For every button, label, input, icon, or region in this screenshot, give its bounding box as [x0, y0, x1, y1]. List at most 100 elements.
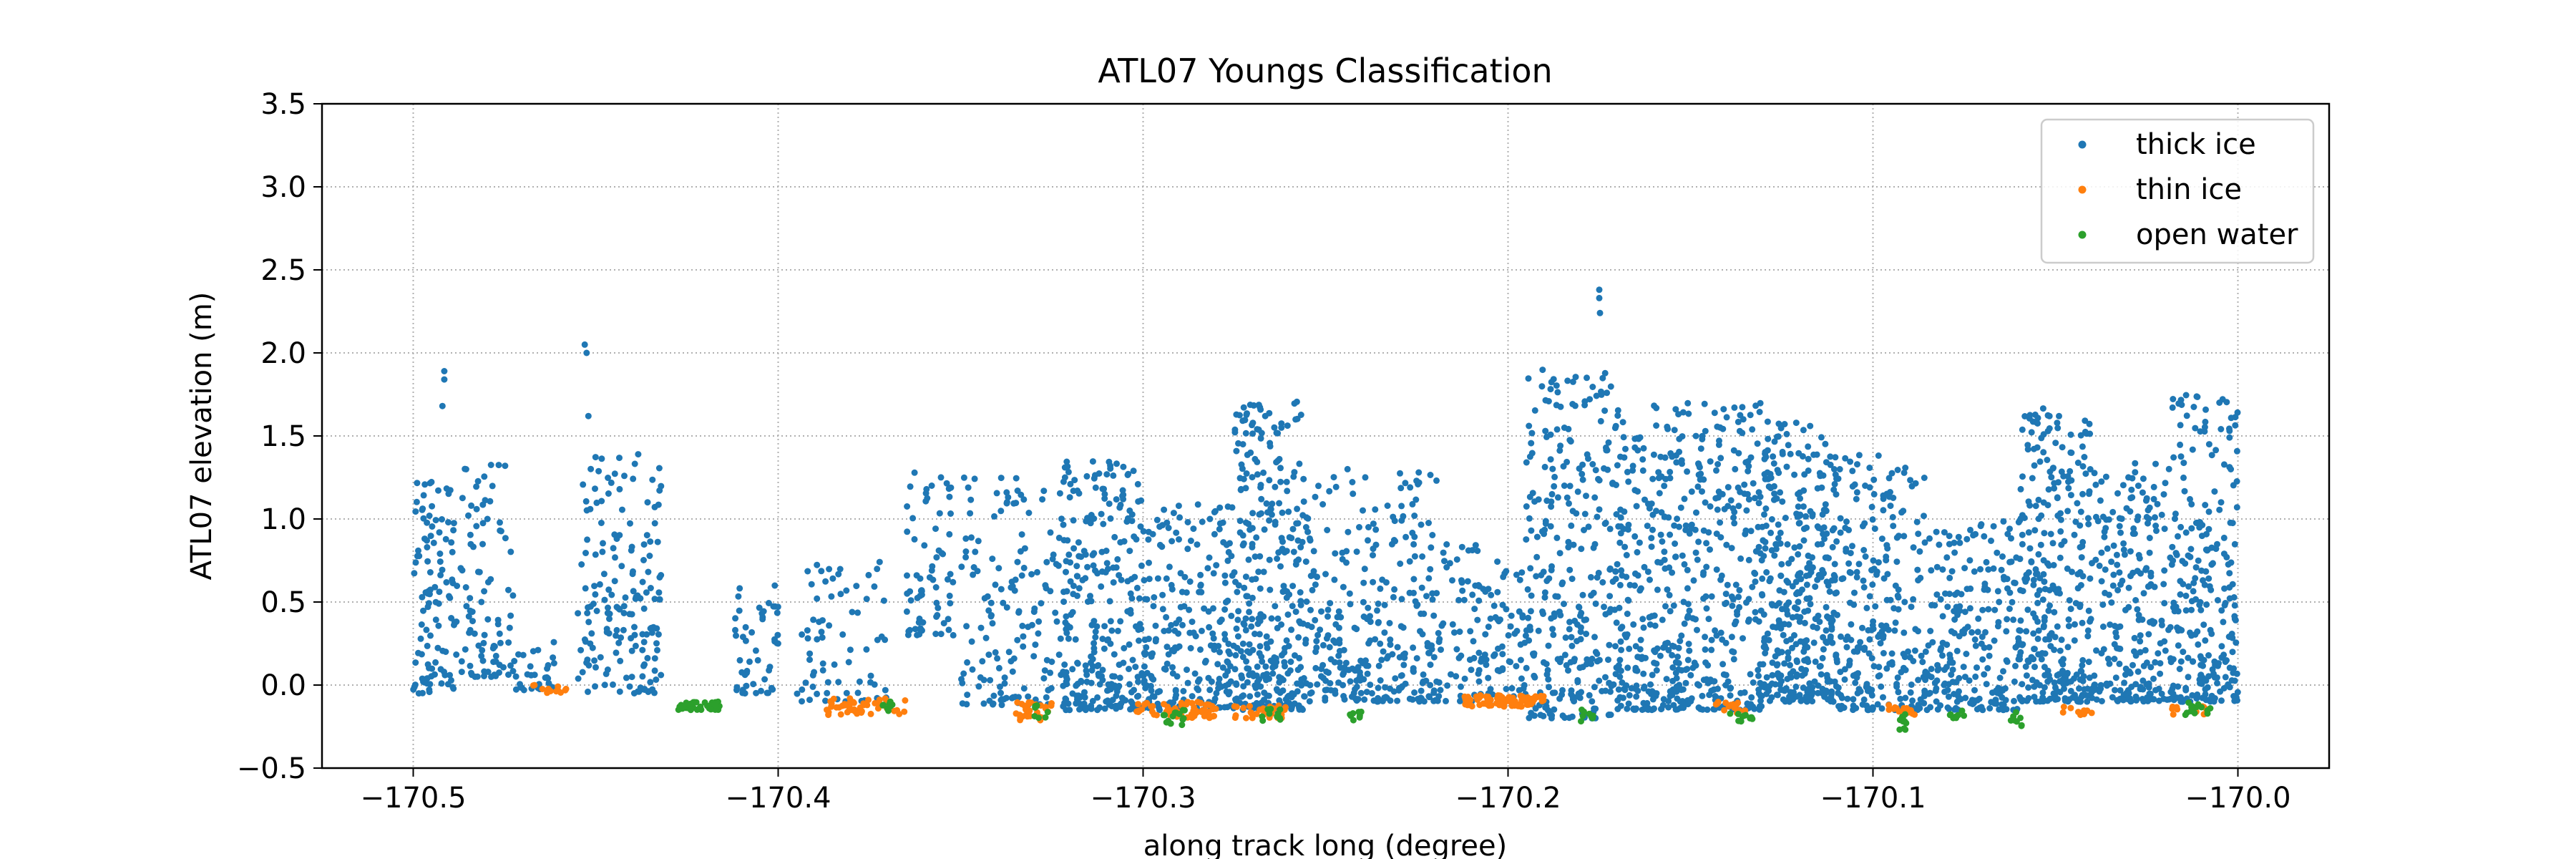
- thick-ice-point: [1946, 574, 1953, 581]
- thick-ice-point: [1287, 667, 1294, 674]
- thick-ice-point: [1542, 520, 1549, 527]
- thick-ice-point: [1508, 685, 1516, 691]
- thick-ice-point: [1151, 594, 1158, 601]
- thick-ice-point: [2206, 583, 2213, 590]
- thick-ice-point: [2215, 660, 2222, 667]
- thick-ice-point: [1547, 386, 1554, 393]
- thick-ice-point: [1672, 540, 1679, 547]
- thick-ice-point: [1061, 474, 1068, 481]
- thick-ice-point: [2091, 470, 2098, 477]
- thick-ice-point: [1577, 624, 1584, 631]
- thick-ice-point: [496, 630, 503, 637]
- thick-ice-point: [1234, 633, 1241, 640]
- thick-ice-point: [1773, 541, 1780, 548]
- thick-ice-point: [2182, 560, 2189, 567]
- thick-ice-point: [1278, 535, 1285, 542]
- thick-ice-point: [431, 671, 438, 678]
- thick-ice-point: [2212, 447, 2220, 454]
- thick-ice-point: [1778, 560, 1785, 568]
- thin-ice-point: [1729, 701, 1737, 708]
- thick-ice-point: [1800, 427, 1807, 434]
- thick-ice-point: [984, 593, 991, 600]
- thick-ice-point: [2003, 628, 2010, 635]
- thick-ice-point: [419, 593, 426, 601]
- thick-ice-point: [1418, 584, 1425, 591]
- thick-ice-point: [2233, 504, 2240, 511]
- thick-ice-point: [2150, 495, 2157, 503]
- thick-ice-point: [1956, 633, 1963, 640]
- thick-ice-point: [1266, 517, 1273, 524]
- thick-ice-point: [2006, 606, 2013, 612]
- thick-ice-point: [1292, 608, 1299, 616]
- thick-ice-point: [2036, 587, 2043, 594]
- thick-ice-point: [1169, 664, 1176, 671]
- thick-ice-point: [1781, 621, 1788, 628]
- thick-ice-point: [1755, 489, 1762, 496]
- thick-ice-point: [2080, 673, 2087, 680]
- thick-ice-point: [1499, 651, 1506, 658]
- thick-ice-point: [1356, 669, 1363, 676]
- thick-ice-point: [2110, 571, 2117, 578]
- thick-ice-point: [2146, 535, 2153, 541]
- thick-ice-point: [481, 473, 488, 480]
- thick-ice-point: [1092, 629, 1099, 635]
- thick-ice-point: [473, 505, 480, 513]
- thick-ice-point: [2125, 584, 2132, 591]
- thick-ice-point: [1665, 704, 1672, 711]
- thick-ice-point: [1793, 613, 1800, 620]
- thick-ice-point: [1971, 568, 1978, 575]
- thick-ice-point: [1803, 637, 1810, 644]
- thick-ice-point: [2068, 450, 2075, 456]
- thick-ice-point: [1411, 513, 1418, 519]
- thick-ice-point: [1971, 686, 1978, 694]
- thick-ice-point: [1615, 662, 1622, 669]
- thick-ice-point: [1312, 581, 1319, 588]
- thick-ice-point: [1678, 457, 1685, 464]
- thick-ice-point: [454, 583, 461, 589]
- thick-ice-point: [2019, 681, 2026, 688]
- thick-ice-point: [2137, 638, 2144, 645]
- thick-ice-point: [1449, 577, 1455, 584]
- thick-ice-point: [2092, 481, 2099, 488]
- thick-ice-point: [1750, 679, 1757, 686]
- thick-ice-point: [2170, 396, 2177, 402]
- thick-ice-point: [1066, 623, 1073, 631]
- thick-ice-point: [2154, 500, 2161, 508]
- thick-ice-point: [1244, 679, 1251, 686]
- thick-ice-point: [1707, 546, 1713, 553]
- thick-ice-point: [487, 462, 494, 468]
- thick-ice-point: [1633, 503, 1640, 510]
- thick-ice-point: [1194, 501, 1201, 508]
- thick-ice-point: [1411, 533, 1418, 540]
- thick-ice-point: [2197, 606, 2205, 613]
- thick-ice-point: [2170, 690, 2177, 697]
- thick-ice-point: [2057, 647, 2064, 654]
- thick-ice-point: [2195, 641, 2202, 648]
- thick-ice-point: [1585, 523, 1592, 530]
- thick-ice-point: [1233, 625, 1240, 632]
- thick-ice-point: [1591, 540, 1599, 548]
- thick-ice-point: [1603, 447, 1610, 454]
- thick-ice-point: [458, 658, 465, 665]
- thick-ice-point: [1494, 666, 1501, 674]
- thick-ice-point: [2192, 575, 2199, 582]
- thick-ice-point: [1231, 429, 1239, 436]
- thick-ice-point: [2230, 693, 2238, 699]
- thick-ice-point: [1568, 634, 1575, 641]
- thick-ice-point: [1828, 614, 1835, 621]
- thick-ice-point: [1237, 487, 1244, 493]
- thick-ice-point: [1337, 613, 1345, 621]
- thick-ice-point: [1043, 558, 1050, 566]
- thick-ice-point: [2155, 650, 2162, 657]
- thick-ice-point: [1620, 434, 1627, 441]
- thick-ice-point: [1385, 653, 1392, 660]
- thick-ice-point: [1974, 629, 1981, 636]
- thick-ice-point: [1977, 523, 1984, 530]
- thick-ice-point: [1564, 377, 1571, 384]
- x-tick-label: −170.1: [1820, 782, 1926, 815]
- thick-ice-point: [1588, 660, 1595, 667]
- thick-ice-point: [1833, 589, 1840, 596]
- thick-ice-point: [1336, 636, 1343, 644]
- thick-ice-point: [911, 469, 918, 476]
- thick-ice-point: [1516, 686, 1523, 694]
